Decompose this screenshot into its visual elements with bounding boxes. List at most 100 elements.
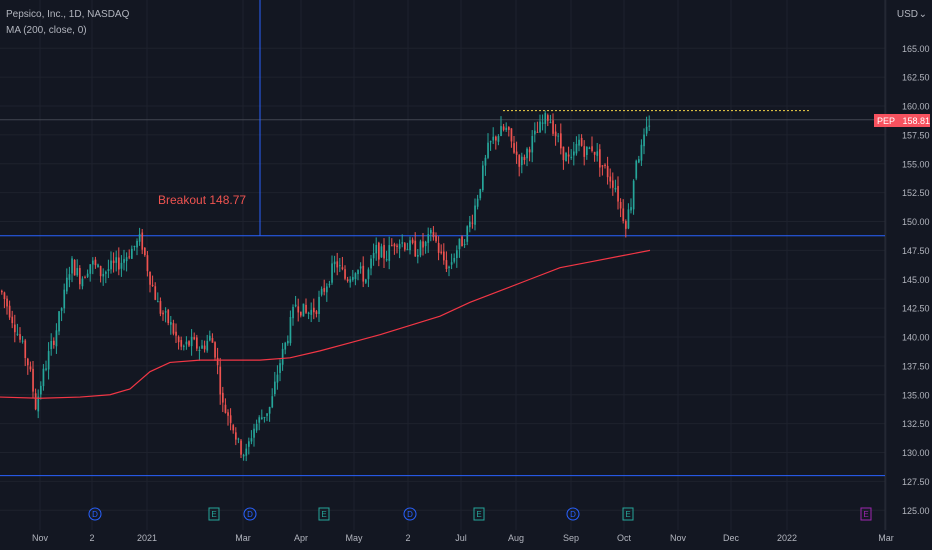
candle-body	[66, 277, 68, 292]
x-tick-label: Nov	[32, 533, 49, 543]
candle-body	[588, 147, 591, 149]
candle-body	[157, 301, 159, 303]
candle-body	[138, 234, 141, 242]
candle-body	[552, 120, 554, 134]
candle-body	[284, 342, 287, 350]
event-label: E	[321, 510, 326, 519]
candle-body	[619, 202, 622, 209]
candle-body	[229, 415, 232, 423]
candle-body	[258, 417, 261, 423]
candle-body	[310, 309, 313, 315]
candle-body	[528, 149, 531, 153]
candle-body	[73, 259, 76, 276]
candle-body	[466, 226, 469, 242]
candle-body	[245, 448, 248, 456]
candle-body	[505, 127, 508, 130]
candle-body	[536, 131, 539, 133]
candle-body	[279, 363, 281, 373]
x-tick-label: Sep	[563, 533, 579, 543]
candle-body	[531, 136, 534, 153]
candle-body	[643, 134, 645, 147]
candle-body	[523, 156, 526, 161]
x-tick-label: 2021	[137, 533, 157, 543]
y-tick-label: 157.50	[902, 130, 930, 140]
candle-body	[437, 242, 440, 253]
candle-body	[305, 304, 307, 313]
candle-body	[606, 165, 609, 178]
x-tick-label: Aug	[508, 533, 524, 543]
candle-body	[115, 257, 118, 263]
candle-body	[440, 251, 443, 254]
candle-body	[55, 330, 58, 347]
candle-body	[443, 251, 445, 261]
candle-body	[411, 239, 414, 243]
candle-body	[47, 351, 50, 370]
event-label: E	[863, 510, 868, 519]
candle-body	[206, 340, 209, 351]
candle-body	[635, 160, 638, 179]
candle-body	[232, 425, 235, 431]
candle-body	[89, 264, 92, 274]
candle-body	[580, 137, 583, 146]
x-tick-label: 2	[405, 533, 410, 543]
candle-body	[313, 307, 315, 313]
chevron-icon[interactable]: ⌄	[918, 9, 927, 20]
candle-body	[45, 368, 47, 370]
candle-body	[417, 255, 419, 257]
candle-body	[209, 335, 211, 341]
candle-body	[40, 385, 42, 395]
candle-body	[216, 357, 219, 366]
candle-body	[622, 208, 625, 221]
candle-body	[427, 234, 430, 243]
candle-body	[645, 126, 648, 134]
candle-body	[29, 366, 32, 370]
candle-body	[167, 309, 170, 324]
candle-body	[474, 205, 476, 225]
currency-label[interactable]: USD	[896, 9, 918, 20]
candle-body	[125, 257, 128, 262]
last-price-symbol: PEP	[877, 115, 896, 126]
candle-body	[380, 246, 383, 258]
candle-body	[183, 345, 185, 347]
candle-body	[123, 259, 125, 263]
candle-body	[370, 258, 372, 269]
candle-body	[180, 340, 183, 347]
candle-body	[586, 146, 588, 156]
dividend-event-icon	[403, 507, 417, 521]
y-tick-label: 162.50	[902, 73, 930, 83]
y-tick-label: 132.50	[902, 419, 930, 429]
candle-body	[487, 142, 489, 158]
candle-body	[175, 331, 177, 336]
breakout-annotation[interactable]: Breakout 148.77	[158, 193, 247, 207]
y-tick-label: 160.00	[902, 102, 930, 112]
candle-body	[99, 265, 102, 277]
candle-body	[1, 290, 3, 293]
candle-body	[573, 151, 575, 156]
candle-body	[248, 441, 250, 447]
candle-body	[393, 244, 396, 247]
candle-body	[450, 262, 453, 265]
candle-body	[79, 268, 81, 285]
x-tick-label: Dec	[723, 533, 740, 543]
candle-body	[255, 423, 258, 431]
candle-body	[456, 250, 458, 259]
x-tick-label: Mar	[878, 533, 894, 543]
candle-body	[42, 368, 45, 387]
candle-body	[300, 311, 302, 316]
candle-body	[21, 340, 24, 342]
candle-body	[266, 413, 268, 416]
candle-body	[344, 269, 346, 279]
candle-body	[484, 157, 487, 166]
candle-body	[177, 336, 180, 343]
candle-body	[435, 235, 437, 242]
candle-body	[86, 273, 89, 277]
candle-body	[190, 336, 193, 347]
candle-body	[521, 156, 523, 166]
candle-body	[250, 438, 253, 442]
candle-body	[289, 316, 292, 344]
candle-body	[492, 136, 495, 141]
candle-body	[331, 263, 333, 283]
event-label: D	[92, 510, 98, 519]
candle-body	[422, 241, 424, 248]
